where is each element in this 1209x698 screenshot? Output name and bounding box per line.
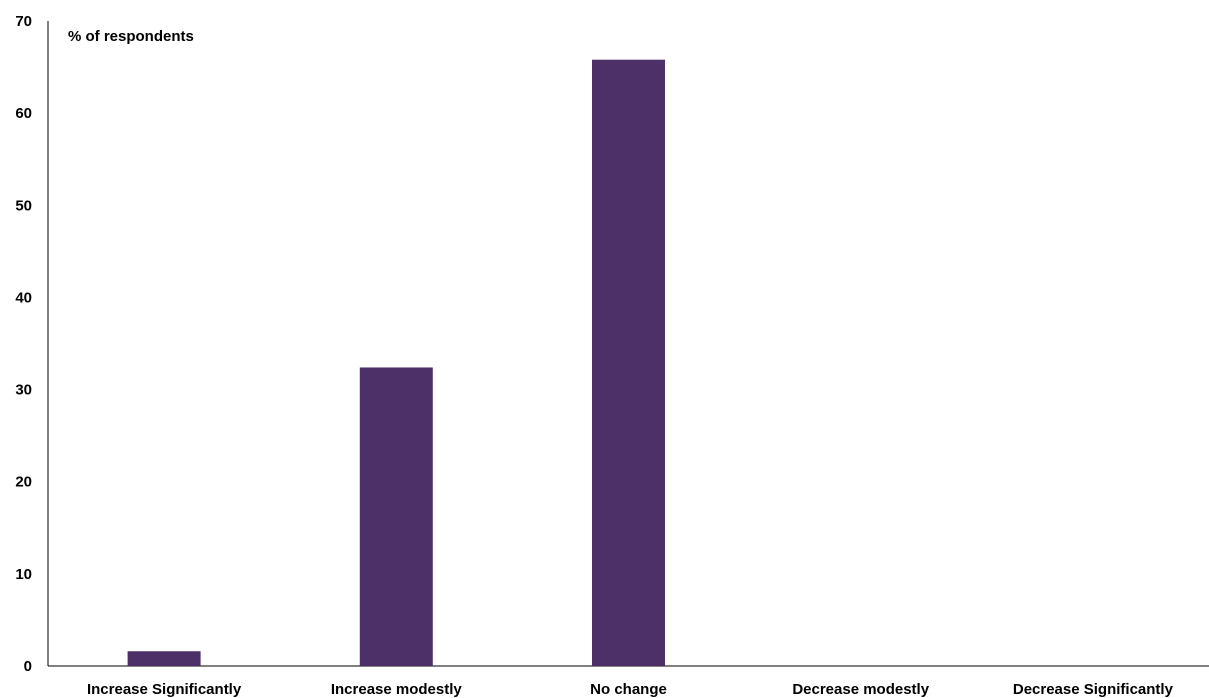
bar	[127, 651, 201, 666]
y-tick-label: 70	[15, 13, 32, 30]
x-category-label: Increase Significantly	[87, 681, 242, 698]
y-tick-label: 60	[15, 105, 32, 122]
bars	[127, 59, 665, 666]
y-axis: 0 10 20 30 40 50 60 70	[15, 13, 49, 675]
y-tick-label: 0	[24, 658, 32, 675]
x-category-labels: Increase Significantly Increase modestly N…	[87, 681, 1174, 698]
y-axis-unit-label: % of respondents	[68, 28, 194, 45]
bar	[359, 367, 433, 666]
x-category-label: Decrease modestly	[792, 681, 929, 698]
y-tick-label: 10	[15, 566, 32, 583]
y-tick-labels: 0 10 20 30 40 50 60 70	[15, 13, 32, 675]
bar	[592, 59, 665, 666]
x-category-label: Increase modestly	[331, 681, 463, 698]
y-tick-label: 50	[15, 197, 32, 214]
y-tick-label: 40	[15, 289, 32, 306]
x-category-label: No change	[590, 681, 667, 698]
x-category-label: Decrease Significantly	[1013, 681, 1174, 698]
y-tick-label: 30	[15, 382, 32, 399]
y-tick-label: 20	[15, 474, 32, 491]
